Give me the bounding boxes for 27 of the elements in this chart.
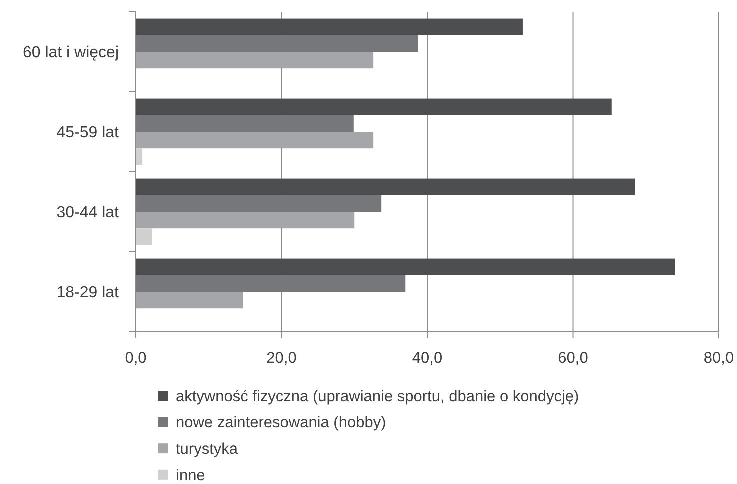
x-tick-label: 0,0	[125, 350, 148, 367]
legend-label: nowe zainteresowania (hobby)	[176, 414, 386, 432]
bar	[136, 98, 612, 116]
x-tick-label: 60,0	[558, 350, 589, 367]
y-tick-label: 18-29 lat	[56, 284, 120, 302]
y-tick-label: 45-59 lat	[56, 124, 120, 142]
bar	[136, 115, 354, 132]
legend-label: aktywność fizyczna (uprawianie sportu, dbanie o kondycję)	[176, 388, 580, 406]
y-tick-label: 30-44 lat	[56, 204, 120, 222]
bar	[136, 178, 636, 196]
bar	[136, 18, 523, 36]
legend-label: turystyka	[176, 441, 238, 458]
bar	[136, 35, 418, 52]
bar	[136, 52, 374, 69]
x-tick-label: 20,0	[266, 350, 298, 367]
y-tick-label: 60 lat i więcej	[22, 44, 119, 62]
x-tick-label: 80,0	[704, 350, 734, 367]
bar	[136, 212, 355, 229]
bar	[136, 258, 676, 276]
bar	[136, 132, 374, 149]
bar	[136, 275, 406, 292]
bar	[136, 195, 382, 212]
x-tick-label: 40,0	[412, 350, 443, 367]
bar	[136, 228, 152, 246]
bar	[136, 148, 143, 166]
legend-label: inne	[176, 467, 206, 484]
bar	[136, 292, 244, 309]
